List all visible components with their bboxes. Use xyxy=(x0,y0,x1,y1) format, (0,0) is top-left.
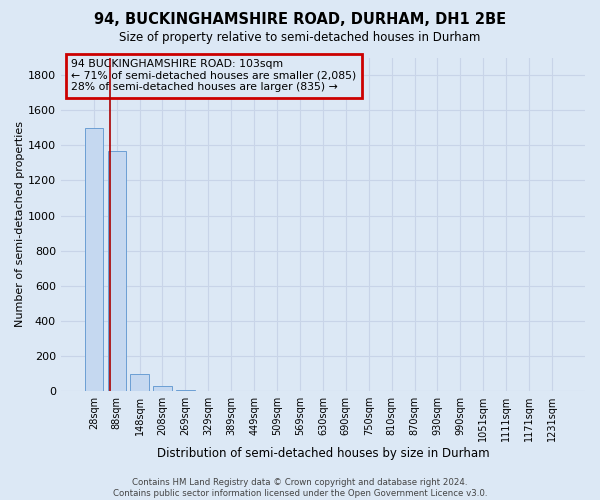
Y-axis label: Number of semi-detached properties: Number of semi-detached properties xyxy=(15,122,25,328)
Bar xyxy=(107,150,126,391)
Text: Size of property relative to semi-detached houses in Durham: Size of property relative to semi-detach… xyxy=(119,31,481,44)
Bar xyxy=(154,386,172,391)
Text: 94 BUCKINGHAMSHIRE ROAD: 103sqm
← 71% of semi-detached houses are smaller (2,085: 94 BUCKINGHAMSHIRE ROAD: 103sqm ← 71% of… xyxy=(71,59,356,92)
Bar xyxy=(85,128,103,391)
X-axis label: Distribution of semi-detached houses by size in Durham: Distribution of semi-detached houses by … xyxy=(157,447,489,460)
Bar xyxy=(130,374,149,391)
Bar xyxy=(176,390,194,391)
Text: Contains HM Land Registry data © Crown copyright and database right 2024.
Contai: Contains HM Land Registry data © Crown c… xyxy=(113,478,487,498)
Text: 94, BUCKINGHAMSHIRE ROAD, DURHAM, DH1 2BE: 94, BUCKINGHAMSHIRE ROAD, DURHAM, DH1 2B… xyxy=(94,12,506,28)
